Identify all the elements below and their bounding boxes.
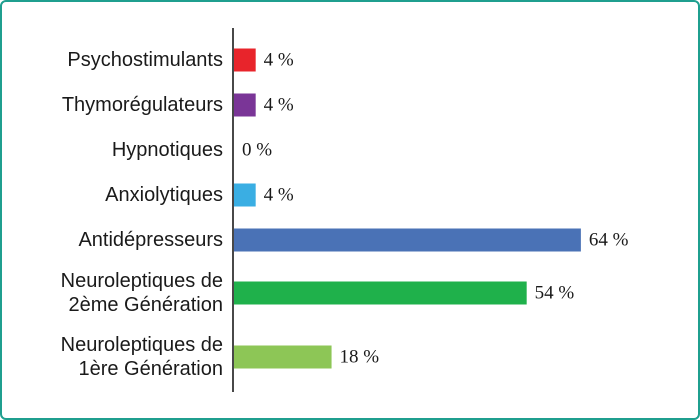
category-label: Thymorégulateurs xyxy=(62,94,223,116)
category-label-line: Thymorégulateurs xyxy=(62,94,223,116)
category-label: Neuroleptiques de 1ère Génération xyxy=(61,334,223,380)
bar xyxy=(234,48,256,72)
category-label: Hypnotiques xyxy=(112,139,223,161)
category-label: Anxiolytiques xyxy=(105,184,223,206)
bar xyxy=(234,228,581,252)
value-label: 4 % xyxy=(264,50,294,71)
value-label: 0 % xyxy=(242,140,272,161)
category-label-line: 1ère Génération xyxy=(78,358,223,380)
category-label-line: Psychostimulants xyxy=(67,49,223,71)
category-label: Psychostimulants xyxy=(67,49,223,71)
value-label: 64 % xyxy=(589,230,629,251)
bar xyxy=(234,345,332,369)
bar xyxy=(234,281,527,305)
category-label-line: 2ème Génération xyxy=(68,294,223,316)
category-label: Neuroleptiques de 2ème Génération xyxy=(61,270,223,316)
category-label-line: Hypnotiques xyxy=(112,139,223,161)
category-label-line: Neuroleptiques de xyxy=(61,270,223,292)
value-label: 4 % xyxy=(264,185,294,206)
value-label: 4 % xyxy=(264,95,294,116)
value-label: 54 % xyxy=(535,283,575,304)
bar xyxy=(234,93,256,117)
category-label-line: Anxiolytiques xyxy=(105,184,223,206)
category-label-line: Neuroleptiques de xyxy=(61,334,223,356)
category-label: Antidépresseurs xyxy=(78,229,223,251)
bar xyxy=(234,183,256,207)
category-label-line: Antidépresseurs xyxy=(78,229,223,251)
value-label: 18 % xyxy=(340,347,380,368)
